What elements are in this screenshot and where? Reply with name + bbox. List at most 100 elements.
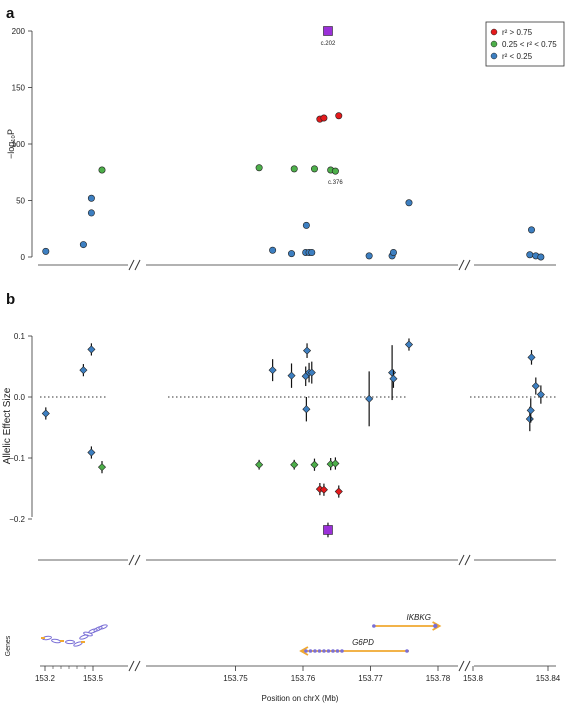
panel-b-point — [365, 394, 374, 403]
gene-g6pd-exon — [313, 649, 317, 653]
panel-b-point — [525, 414, 534, 423]
panel-b-point — [79, 366, 88, 375]
panel-b-point — [255, 460, 264, 469]
panel-a-point — [335, 112, 343, 120]
panel-b-point — [97, 463, 107, 472]
legend-label-green: 0.25 < r² < 0.75 — [502, 40, 557, 49]
panel-a-y-label: −log₁₀P — [6, 129, 16, 159]
gene-ikbkg-exon — [372, 624, 376, 628]
panel-a-point — [365, 252, 373, 260]
legend-dot-blue — [490, 52, 498, 60]
x-axis-tick-label: 153.78 — [426, 674, 451, 683]
gene-track: Genes IKBKG G6PD 153.2 153.5 153.75 153.76 15… — [5, 613, 561, 703]
panel-a-point — [405, 199, 413, 207]
panel-b-point — [319, 485, 328, 494]
gene-g6pd-exon — [322, 649, 326, 653]
panel-a-point — [302, 221, 310, 229]
x-axis-break — [458, 660, 465, 672]
panel-a-point-lead-snp — [323, 26, 333, 36]
gene-glyph — [93, 626, 103, 632]
panel-a-axis-break — [464, 259, 471, 271]
panel-b-point — [87, 345, 96, 354]
gene-g6pd-exon — [335, 649, 340, 653]
gene-ikbkg-arrowhead — [432, 621, 442, 631]
panel-b-point — [290, 460, 299, 469]
panel-a-legend: r² > 0.75 0.25 < r² < 0.75 r² < 0.25 — [485, 21, 565, 67]
panel-b-point — [302, 405, 311, 414]
panel-a-point — [526, 251, 534, 259]
gene-g6pd-exon — [331, 649, 335, 653]
panel-b-point — [331, 459, 340, 468]
legend-dot-green — [490, 40, 498, 48]
gene-g6pd-exon — [340, 649, 344, 653]
panel-a-point — [79, 241, 87, 249]
panel-a-point — [288, 250, 296, 258]
panel-a-y-tick-label: 0 — [21, 253, 26, 262]
panel-a-point — [87, 209, 95, 217]
x-axis-tick-label: 153.5 — [83, 674, 104, 683]
x-axis-tick-label: 153.8 — [463, 674, 484, 683]
panel-b-point — [268, 366, 277, 375]
panel-b-point — [526, 406, 535, 415]
panel-label-b: b — [6, 291, 15, 308]
gene-ikbkg-label: IKBKG — [406, 613, 430, 622]
gene-glyph-marker — [60, 640, 64, 642]
panel-a-point — [98, 166, 106, 174]
gene-glyph-marker — [41, 637, 45, 639]
panel-a-y-tick-label: 50 — [16, 197, 25, 206]
panel-b-axis-break — [458, 554, 465, 566]
x-axis-break — [134, 660, 141, 672]
panel-a-point — [255, 164, 263, 172]
panel-b-axis-break — [134, 554, 141, 566]
panel-b-point — [527, 353, 536, 362]
panel-a-point — [290, 165, 298, 173]
panel-b-point — [388, 368, 397, 377]
gene-g6pd-exon — [405, 649, 409, 653]
gene-glyph — [88, 628, 98, 634]
panel-b-point — [389, 374, 398, 383]
panel-a-annotation: c.202 — [321, 41, 336, 47]
panel-a-point — [310, 165, 318, 173]
panel-b-point — [303, 346, 312, 355]
panel-a-point — [269, 246, 277, 254]
panel-b-point — [87, 448, 96, 457]
panel-a-point — [87, 194, 95, 202]
panel-b-y-tick-label: 0.0 — [14, 393, 26, 402]
panel-b-point-lead-snp — [323, 525, 333, 535]
x-axis-tick-label: 153.77 — [358, 674, 383, 683]
panel-a-point — [308, 248, 316, 256]
panel-b-point — [531, 381, 540, 391]
x-axis-tick-label: 153.75 — [223, 674, 248, 683]
panel-b-point — [334, 487, 343, 496]
panel-a-axis-break — [134, 259, 141, 271]
panel-label-a: a — [6, 5, 15, 22]
panel-a-point — [42, 247, 50, 255]
panel-b-y-tick-label: 0.1 — [14, 332, 26, 341]
legend-label-red: r² > 0.75 — [502, 28, 533, 37]
gene-g6pd-exon — [326, 649, 331, 653]
panel-b-axis-break — [128, 554, 135, 566]
panel-a-annotation: c.376 — [328, 180, 343, 186]
gene-ikbkg-exon — [433, 623, 438, 629]
gene-glyph-marker — [81, 641, 85, 643]
panel-a-point — [389, 248, 397, 256]
panel-b-point — [310, 460, 319, 469]
panel-b-effect-size-plot: −0.2 −0.1 0.0 0.1 Allelic Effect Size — [2, 332, 556, 566]
gene-g6pd-label: G6PD — [352, 638, 374, 647]
x-axis-break — [128, 660, 135, 672]
panel-b-point — [536, 390, 545, 399]
panel-a-axis-break — [128, 259, 135, 271]
panel-b-y-tick-label: −0.1 — [9, 454, 25, 463]
panel-b-point — [404, 340, 413, 349]
x-axis-label: Position on chrX (Mb) — [262, 694, 339, 703]
gene-glyph — [83, 631, 93, 637]
x-axis-tick-label: 153.76 — [291, 674, 316, 683]
panel-a-point — [320, 114, 328, 122]
panel-b-point — [41, 409, 50, 418]
legend-dot-red — [490, 28, 498, 36]
x-axis-tick-label: 153.84 — [536, 674, 561, 683]
panel-b-y-label: Allelic Effect Size — [2, 387, 13, 464]
gene-glyph — [65, 639, 75, 645]
panel-a-axis-break — [458, 259, 465, 271]
